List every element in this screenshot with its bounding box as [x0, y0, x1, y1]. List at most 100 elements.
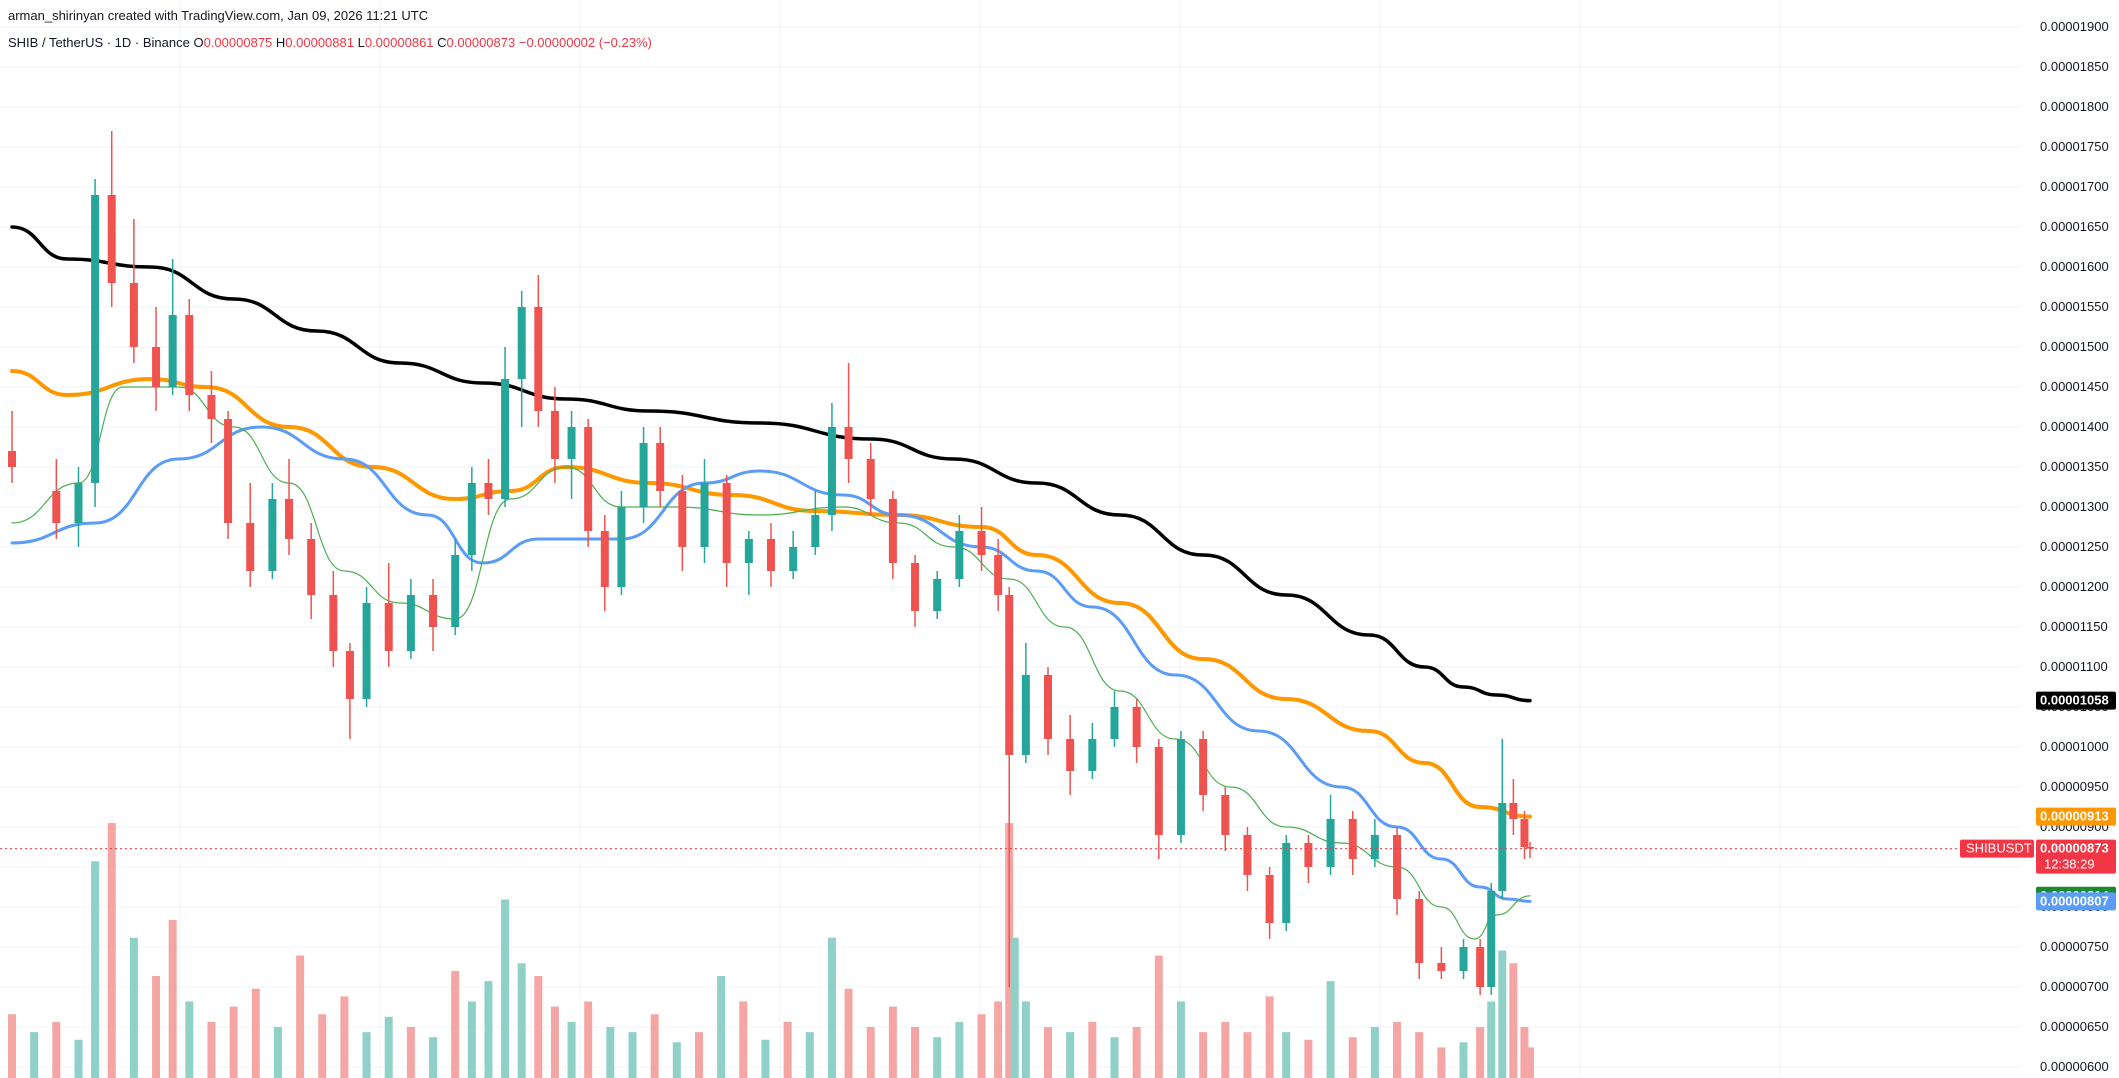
volume-bar-3 — [74, 1039, 83, 1078]
volume-bar-34 — [694, 1032, 703, 1078]
candle-77 — [1526, 842, 1534, 859]
candle-65 — [1326, 795, 1335, 875]
volume-bar-17 — [362, 1032, 371, 1078]
volume-bar-9 — [185, 1001, 194, 1078]
candle-16 — [345, 643, 354, 739]
volume-bar-62 — [1265, 996, 1274, 1078]
y-tick-label-13: 0.00001250 — [2040, 539, 2109, 554]
volume-bar-26 — [534, 976, 543, 1078]
countdown-text: 12:38:29 — [2044, 857, 2095, 872]
created-by-text: arman_shirinyan created with TradingView… — [8, 8, 429, 23]
volume-bar-53 — [1066, 1032, 1075, 1078]
candle-22 — [467, 467, 476, 571]
candle-12 — [268, 483, 277, 579]
y-tick-label-10: 0.00001400 — [2040, 419, 2109, 434]
volume-bar-55 — [1110, 1037, 1119, 1078]
volume-bar-47 — [977, 1014, 986, 1078]
volume-bar-4 — [91, 861, 100, 1078]
volume-bar-42 — [866, 1027, 875, 1078]
candle-66 — [1348, 811, 1357, 875]
svg-text:0.00000807: 0.00000807 — [2040, 893, 2109, 908]
candle-26 — [534, 275, 543, 427]
candle-59 — [1199, 731, 1208, 811]
candle-46 — [933, 571, 942, 619]
volume-bar-69 — [1415, 1032, 1424, 1078]
series-line-ma_green — [11, 386, 1531, 940]
low-label: L — [357, 35, 365, 50]
volume-bar-72 — [1476, 1027, 1485, 1078]
volume-bar-32 — [650, 1014, 659, 1078]
candle-27 — [550, 387, 559, 483]
y-tick-label-16: 0.00001100 — [2040, 659, 2108, 674]
volume-bar-50 — [1010, 937, 1019, 1078]
candle-11 — [246, 483, 255, 587]
y-tick-label-25: 0.00000650 — [2040, 1019, 2109, 1034]
candle-58 — [1176, 731, 1185, 843]
volume-bar-77 — [1526, 1047, 1534, 1078]
candle-47 — [955, 515, 964, 587]
ma-black-price-tag: 0.00001058 — [2036, 691, 2116, 710]
volume-bar-68 — [1393, 1021, 1402, 1078]
price-axis[interactable]: 0.00001900 0.00001850 0.00001800 0.00001750… — [2040, 19, 2109, 1074]
volume-bar-27 — [550, 1006, 559, 1078]
volume-bar-1 — [30, 1032, 39, 1078]
volume-bar-63 — [1282, 1032, 1291, 1078]
candle-41 — [827, 403, 836, 531]
candle-42 — [844, 363, 853, 483]
svg-text:SHIBUSDT: SHIBUSDT — [1966, 841, 2032, 856]
y-tick-label-12: 0.00001300 — [2040, 499, 2109, 514]
volume-bar-45 — [933, 1037, 942, 1078]
volume-bar-14 — [296, 955, 305, 1078]
y-tick-label-18: 0.00001000 — [2040, 739, 2109, 754]
candle-32 — [639, 427, 648, 523]
volume-bar-58 — [1176, 1001, 1185, 1078]
candle-45 — [911, 555, 920, 627]
y-tick-label-2: 0.00001800 — [2040, 99, 2109, 114]
close-value: 0.00000873 — [446, 35, 516, 50]
candle-2 — [74, 467, 83, 547]
candle-73 — [1487, 883, 1496, 995]
volume-bar-52 — [1044, 1027, 1053, 1078]
volume-bar-74 — [1498, 950, 1507, 1078]
change-value: −0.00000002 (−0.23%) — [518, 35, 652, 50]
candle-44 — [888, 491, 897, 579]
volume-bar-6 — [129, 937, 138, 1078]
open-label: O — [193, 35, 204, 50]
candle-29 — [584, 419, 593, 547]
candle-48 — [977, 507, 986, 571]
volume-bar-48 — [994, 1001, 1003, 1078]
candle-68 — [1393, 827, 1402, 915]
candle-4 — [107, 131, 116, 307]
volume-bar-37 — [761, 1039, 770, 1078]
series-line-ma_orange — [10, 369, 1532, 819]
ma-orange-price-tag: 0.00000913 — [2036, 807, 2116, 826]
candle-1 — [52, 459, 61, 539]
candle-55 — [1110, 691, 1119, 747]
candle-76 — [1520, 811, 1529, 859]
volume-bar-5 — [107, 823, 116, 1078]
volume-bar-21 — [451, 970, 460, 1078]
svg-text:0.00000873: 0.00000873 — [2040, 841, 2109, 856]
volume-bar-12 — [251, 988, 260, 1078]
volume-bar-19 — [406, 1027, 415, 1078]
candle-50 — [1005, 587, 1014, 987]
y-tick-label-14: 0.00001200 — [2040, 579, 2109, 594]
candle-3 — [91, 179, 100, 507]
candle-51 — [1021, 643, 1030, 763]
candle-13 — [285, 459, 294, 555]
candle-64 — [1304, 835, 1313, 883]
candle-19 — [406, 579, 415, 659]
candle-60 — [1221, 787, 1230, 851]
svg-text:0.00001058: 0.00001058 — [2040, 693, 2109, 708]
volume-bar-43 — [888, 1006, 897, 1078]
candle-8 — [185, 299, 194, 411]
y-tick-label-23: 0.00000750 — [2040, 939, 2109, 954]
candle-33 — [656, 427, 665, 507]
candle-17 — [362, 587, 371, 707]
symbol-title[interactable]: SHIB / TetherUS · 1D · Binance — [8, 35, 190, 50]
candle-54 — [1088, 723, 1097, 779]
volume-bar-20 — [429, 1037, 438, 1078]
ma-blue-price-tag: 0.00000807 — [2036, 892, 2116, 911]
series-line-ma_black — [10, 225, 1532, 703]
